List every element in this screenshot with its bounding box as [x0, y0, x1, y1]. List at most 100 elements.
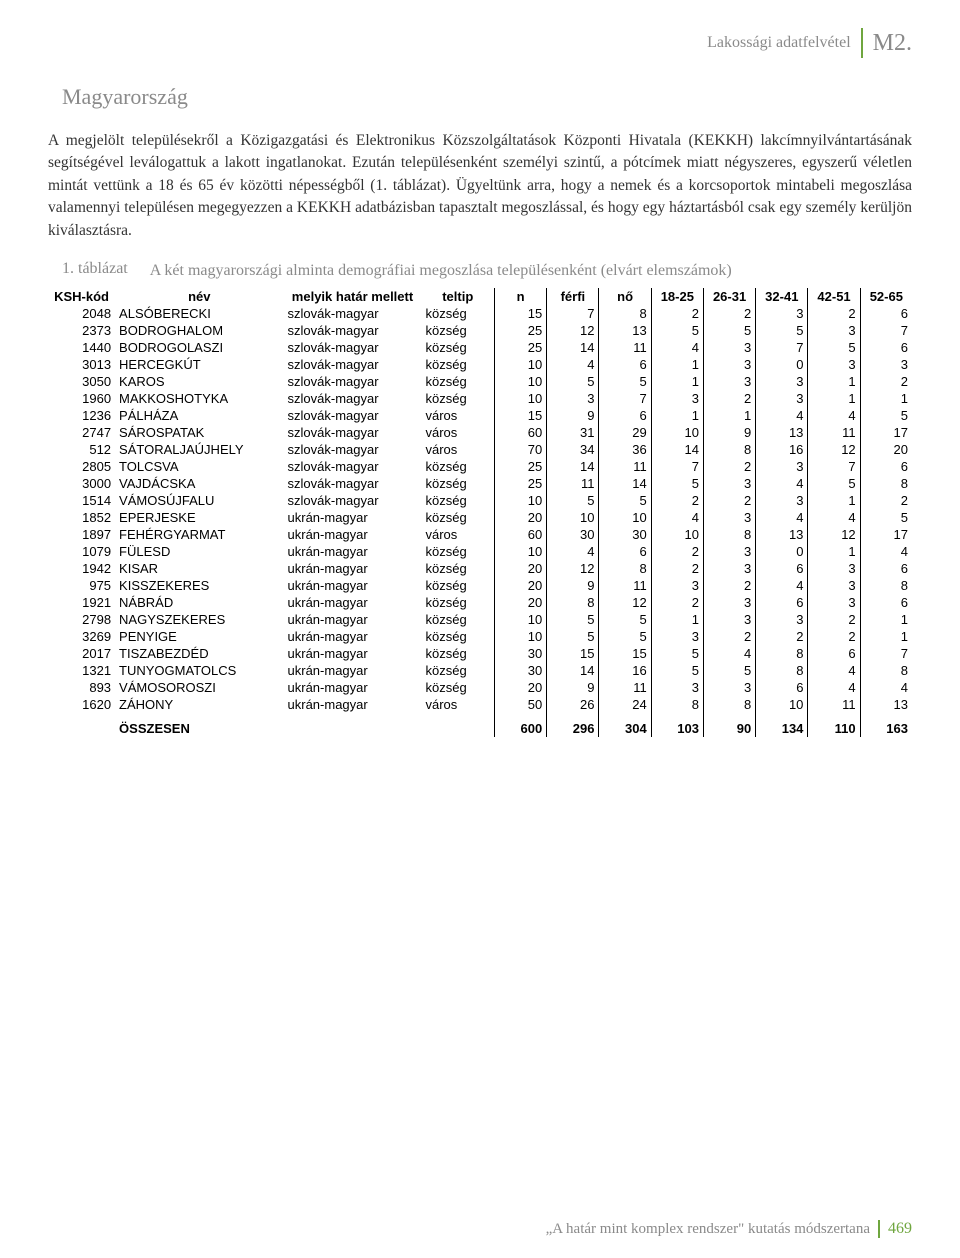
table-cell: PÁLHÁZA	[115, 407, 283, 424]
table-row: 1942KISARukrán-magyarközség2012823636	[48, 560, 912, 577]
table-cell: 2373	[48, 322, 115, 339]
table-cell: 14	[547, 458, 599, 475]
table-cell: 11	[808, 696, 860, 713]
table-caption-desc: A két magyarországi alminta demográfiai …	[150, 260, 732, 282]
table-cell: 5	[599, 611, 651, 628]
table-cell: 17	[860, 424, 912, 441]
table-cell: 3	[756, 611, 808, 628]
table-cell: község	[421, 475, 494, 492]
table-cell: 20	[495, 509, 547, 526]
table-caption-label: 1. táblázat	[62, 260, 128, 278]
table-cell: 8	[599, 560, 651, 577]
table-cell: 1942	[48, 560, 115, 577]
table-cell: 2798	[48, 611, 115, 628]
table-cell: ukrán-magyar	[284, 628, 422, 645]
table-cell: EPERJESKE	[115, 509, 283, 526]
table-cell: 5	[547, 492, 599, 509]
header-divider	[861, 28, 863, 58]
table-cell: 2	[651, 594, 703, 611]
table-cell: 16	[599, 662, 651, 679]
table-cell: 3	[703, 373, 755, 390]
table-cell: 13	[756, 526, 808, 543]
table-cell: 12	[547, 560, 599, 577]
table-cell: 14	[651, 441, 703, 458]
table-cell: 11	[599, 458, 651, 475]
table-row: 893VÁMOSOROSZIukrán-magyarközség20911336…	[48, 679, 912, 696]
table-cell: 5	[599, 628, 651, 645]
table-cell	[284, 713, 422, 737]
table-cell: 31	[547, 424, 599, 441]
table-cell: szlovák-magyar	[284, 322, 422, 339]
table-cell: 4	[756, 407, 808, 424]
table-caption: 1. táblázat A két magyarországi alminta …	[62, 260, 912, 282]
table-cell: 6	[860, 339, 912, 356]
table-cell: 4	[808, 509, 860, 526]
table-cell: 3	[756, 373, 808, 390]
table-cell: 8	[703, 696, 755, 713]
table-cell: 4	[756, 475, 808, 492]
table-cell: 2	[703, 390, 755, 407]
table-cell: 13	[860, 696, 912, 713]
table-cell: BODROGOLASZI	[115, 339, 283, 356]
table-cell: 1	[860, 390, 912, 407]
table-cell: 1852	[48, 509, 115, 526]
table-cell: ukrán-magyar	[284, 645, 422, 662]
table-col-header: 42-51	[808, 288, 860, 305]
table-cell	[48, 713, 115, 737]
table-cell: VÁMOSÚJFALU	[115, 492, 283, 509]
table-cell: 30	[495, 662, 547, 679]
table-cell: 4	[808, 662, 860, 679]
table-cell: ukrán-magyar	[284, 696, 422, 713]
table-cell: 6	[808, 645, 860, 662]
table-cell: 8	[547, 594, 599, 611]
table-total-label: ÖSSZESEN	[115, 713, 283, 737]
table-cell: szlovák-magyar	[284, 441, 422, 458]
table-cell: 16	[756, 441, 808, 458]
table-cell: 36	[599, 441, 651, 458]
table-cell: ukrán-magyar	[284, 577, 422, 594]
table-cell: 6	[599, 543, 651, 560]
table-cell: 6	[599, 356, 651, 373]
table-cell: 50	[495, 696, 547, 713]
table-cell: 3	[651, 577, 703, 594]
table-col-header: KSH-kód	[48, 288, 115, 305]
table-cell: 15	[599, 645, 651, 662]
table-cell: 6	[756, 560, 808, 577]
table-cell: 17	[860, 526, 912, 543]
table-col-header: 52-65	[860, 288, 912, 305]
table-row: 2017TISZABEZDÉDukrán-magyarközség3015155…	[48, 645, 912, 662]
table-cell: 11	[547, 475, 599, 492]
table-row: 2805TOLCSVAszlovák-magyarközség251411723…	[48, 458, 912, 475]
table-cell: ukrán-magyar	[284, 611, 422, 628]
table-cell: 3	[703, 560, 755, 577]
table-row: 2798NAGYSZEKERESukrán-magyarközség105513…	[48, 611, 912, 628]
table-cell: szlovák-magyar	[284, 407, 422, 424]
table-cell: 6	[860, 305, 912, 322]
table-cell: 4	[756, 509, 808, 526]
table-cell: 20	[495, 679, 547, 696]
table-cell: 7	[651, 458, 703, 475]
table-cell: NÁBRÁD	[115, 594, 283, 611]
table-row: 1321TUNYOGMATOLCSukrán-magyarközség30141…	[48, 662, 912, 679]
table-cell: 3000	[48, 475, 115, 492]
table-cell: 8	[651, 696, 703, 713]
table-cell: 4	[756, 577, 808, 594]
table-cell: 20	[495, 577, 547, 594]
table-cell: 30	[495, 645, 547, 662]
table-row: 2048ALSÓBERECKIszlovák-magyarközség15782…	[48, 305, 912, 322]
table-cell: 2	[860, 492, 912, 509]
table-cell: 8	[756, 662, 808, 679]
table-cell: 1079	[48, 543, 115, 560]
table-cell: 3	[703, 356, 755, 373]
table-cell: SÁTORALJAÚJHELY	[115, 441, 283, 458]
table-cell: 8	[860, 662, 912, 679]
table-cell: 25	[495, 475, 547, 492]
table-cell: 25	[495, 339, 547, 356]
table-row: 1852EPERJESKEukrán-magyarközség201010434…	[48, 509, 912, 526]
table-total-row: ÖSSZESEN60029630410390134110163	[48, 713, 912, 737]
table-cell: 10	[495, 356, 547, 373]
table-cell: 2	[808, 628, 860, 645]
table-cell: 1	[808, 390, 860, 407]
table-cell: 5	[703, 322, 755, 339]
table-cell: 10	[547, 509, 599, 526]
